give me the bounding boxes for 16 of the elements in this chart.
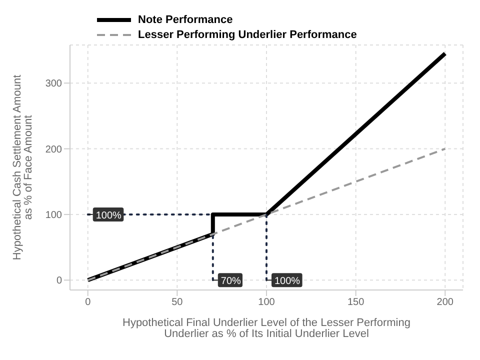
- y-tick-label: 0: [56, 276, 62, 287]
- x-tick-label: 50: [172, 297, 184, 308]
- y-tick-label: 300: [45, 78, 62, 90]
- legend-label: Lesser Performing Underlier Performance: [138, 28, 357, 40]
- y-axis-title: Hypothetical Cash Settlement Amount as % of Face Amount: [11, 74, 34, 260]
- x-tick-label: 150: [347, 297, 365, 308]
- x-tick-label: 100: [258, 297, 276, 308]
- x-axis-title: Hypothetical Final Underlier Level of the Lesser Performing Underlier as % of Its Initial Underlier Level: [122, 316, 410, 340]
- annotation: 100%: [274, 276, 300, 288]
- annotation: 70%: [220, 276, 242, 288]
- legend-label: Note Performance: [138, 14, 233, 26]
- annotation: 100%: [96, 210, 122, 222]
- x-tick-label: 200: [436, 297, 454, 308]
- y-tick-label: 100: [45, 210, 62, 222]
- x-tick-label: 0: [85, 297, 92, 308]
- y-tick-label: 200: [45, 144, 62, 156]
